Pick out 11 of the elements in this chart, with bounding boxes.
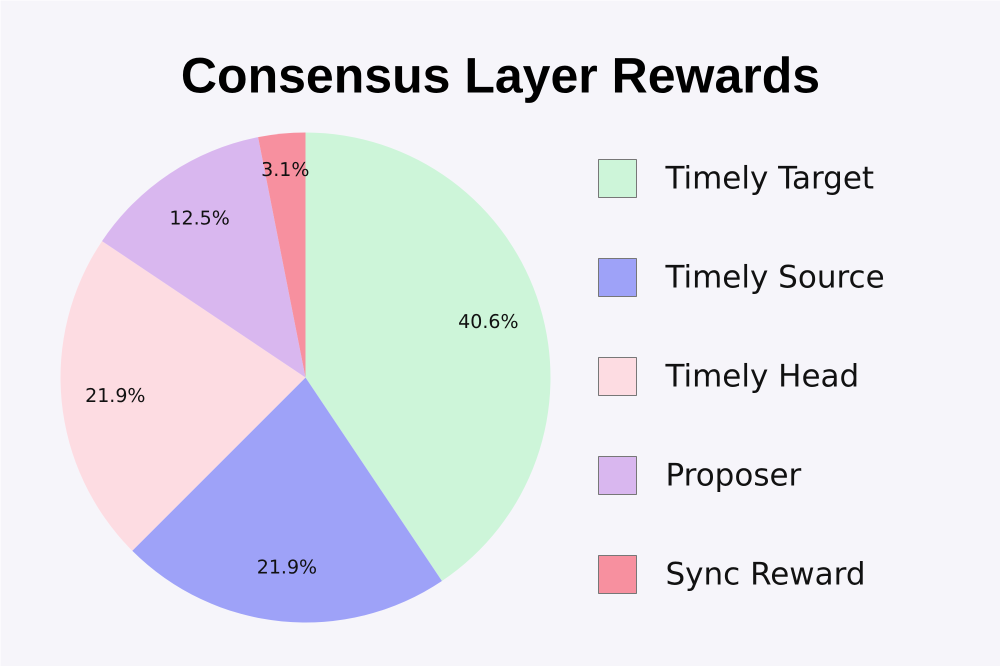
legend-label: Timely Head xyxy=(664,358,860,394)
legend-label: Timely Source xyxy=(664,260,885,296)
legend-label: Proposer xyxy=(666,458,802,494)
legend-label: Timely Target xyxy=(664,160,874,196)
data-label: 21.9% xyxy=(256,556,318,579)
data-label: 40.6% xyxy=(458,310,519,333)
data-label: 12.5% xyxy=(169,207,230,230)
legend-label: Sync Reward xyxy=(666,556,866,592)
data-label: 3.1% xyxy=(261,159,310,182)
chart-title: Consensus Layer Rewards xyxy=(180,48,820,104)
data-label: 21.9% xyxy=(85,385,146,408)
